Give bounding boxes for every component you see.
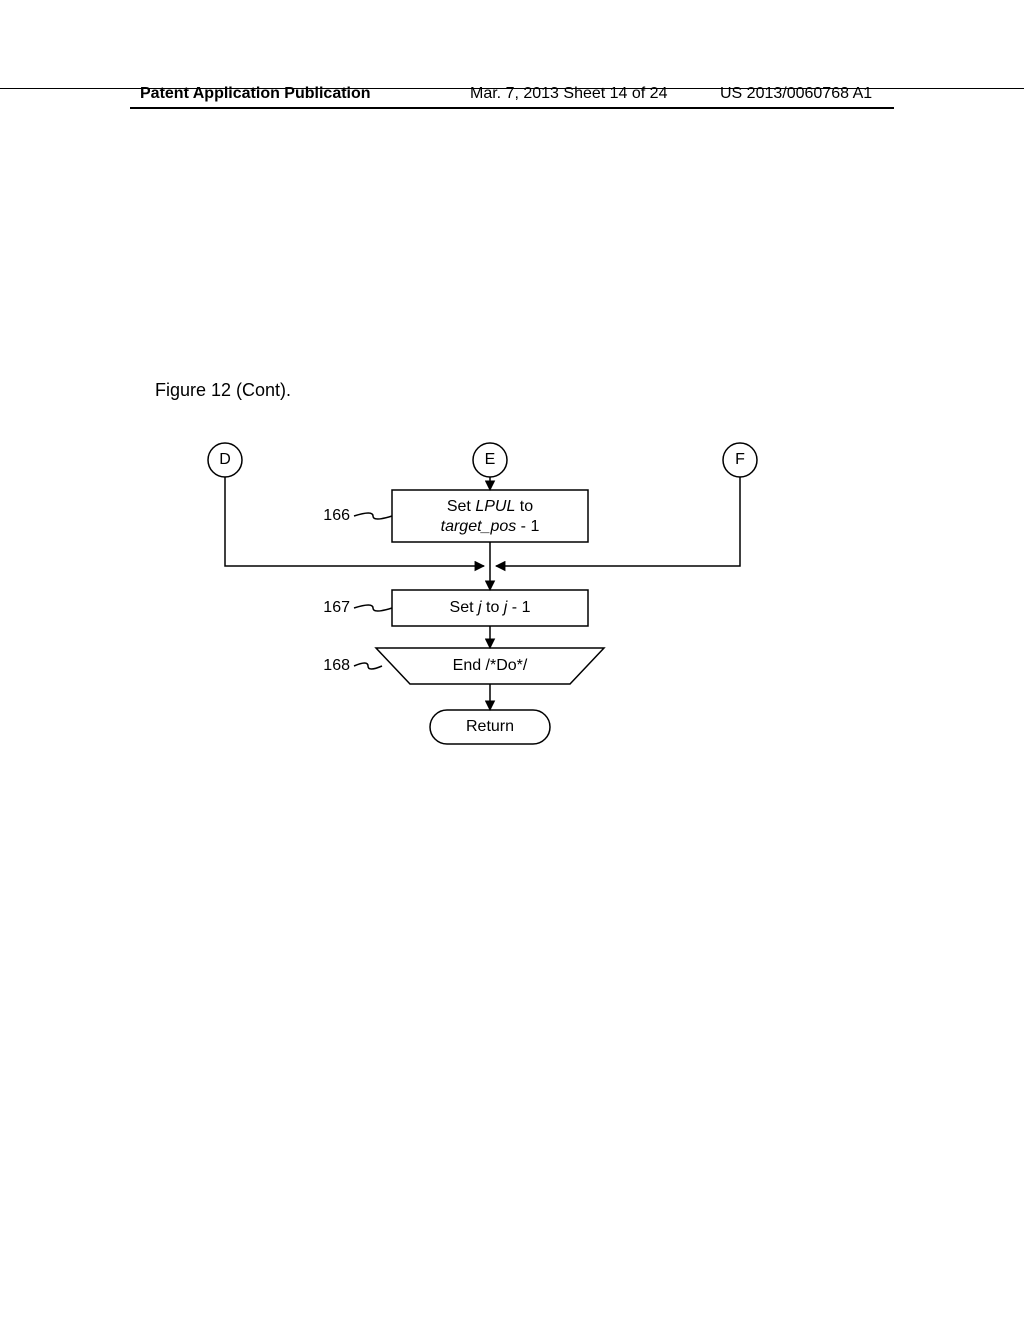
- ref-168: 168: [323, 657, 350, 674]
- box-167-text: Set j to j - 1: [450, 599, 531, 616]
- ref-166: 166: [323, 507, 350, 524]
- leader-168: [354, 663, 382, 669]
- flowchart: D E F Set LPUL to target_pos - 1 Set j to j -…: [150, 430, 790, 800]
- leader-166: [354, 513, 392, 519]
- box-166-line2: target_pos - 1: [441, 518, 540, 535]
- ref-167: 167: [323, 599, 350, 616]
- box-166-line1: Set LPUL to: [447, 498, 533, 515]
- page-header: Patent Application Publication Mar. 7, 2…: [0, 85, 1024, 89]
- header-right: US 2013/0060768 A1: [720, 85, 872, 103]
- connector-D-label: D: [219, 451, 231, 468]
- header-rule: [130, 107, 894, 109]
- header-left: Patent Application Publication: [140, 85, 371, 103]
- return-text: Return: [466, 718, 514, 735]
- connector-E-label: E: [485, 451, 496, 468]
- box-168-text: End /*Do*/: [453, 657, 528, 674]
- connector-F-label: F: [735, 451, 745, 468]
- header-center: Mar. 7, 2013 Sheet 14 of 24: [470, 85, 667, 103]
- figure-label: Figure 12 (Cont).: [155, 380, 291, 401]
- leader-167: [354, 605, 392, 611]
